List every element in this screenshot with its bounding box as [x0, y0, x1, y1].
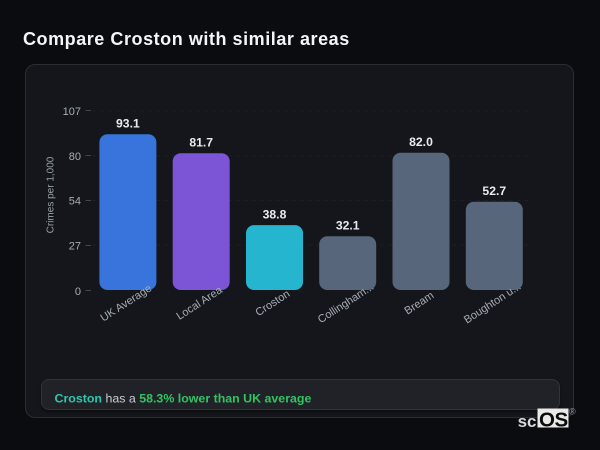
svg-text:OS: OS: [539, 408, 568, 431]
svg-text:32.1: 32.1: [336, 219, 360, 233]
svg-text:81.7: 81.7: [189, 136, 213, 150]
svg-text:52.7: 52.7: [482, 184, 506, 198]
svg-text:54: 54: [69, 196, 81, 208]
svg-text:80: 80: [69, 151, 81, 163]
svg-text:107: 107: [63, 106, 81, 118]
svg-text:93.1: 93.1: [116, 117, 140, 131]
svg-text:27: 27: [69, 240, 81, 252]
svg-text:0: 0: [75, 286, 81, 298]
svg-text:38.8: 38.8: [263, 207, 287, 221]
svg-text:82.0: 82.0: [409, 135, 433, 149]
svg-text:Bream: Bream: [403, 290, 437, 318]
svg-text:sc: sc: [518, 412, 537, 431]
svg-text:®: ®: [569, 407, 576, 417]
svg-text:Croston has a 58.3% lower than: Croston has a 58.3% lower than UK averag…: [55, 392, 312, 406]
svg-text:Crimes per 1,000: Crimes per 1,000: [46, 156, 57, 233]
svg-text:Croston: Croston: [253, 288, 292, 319]
